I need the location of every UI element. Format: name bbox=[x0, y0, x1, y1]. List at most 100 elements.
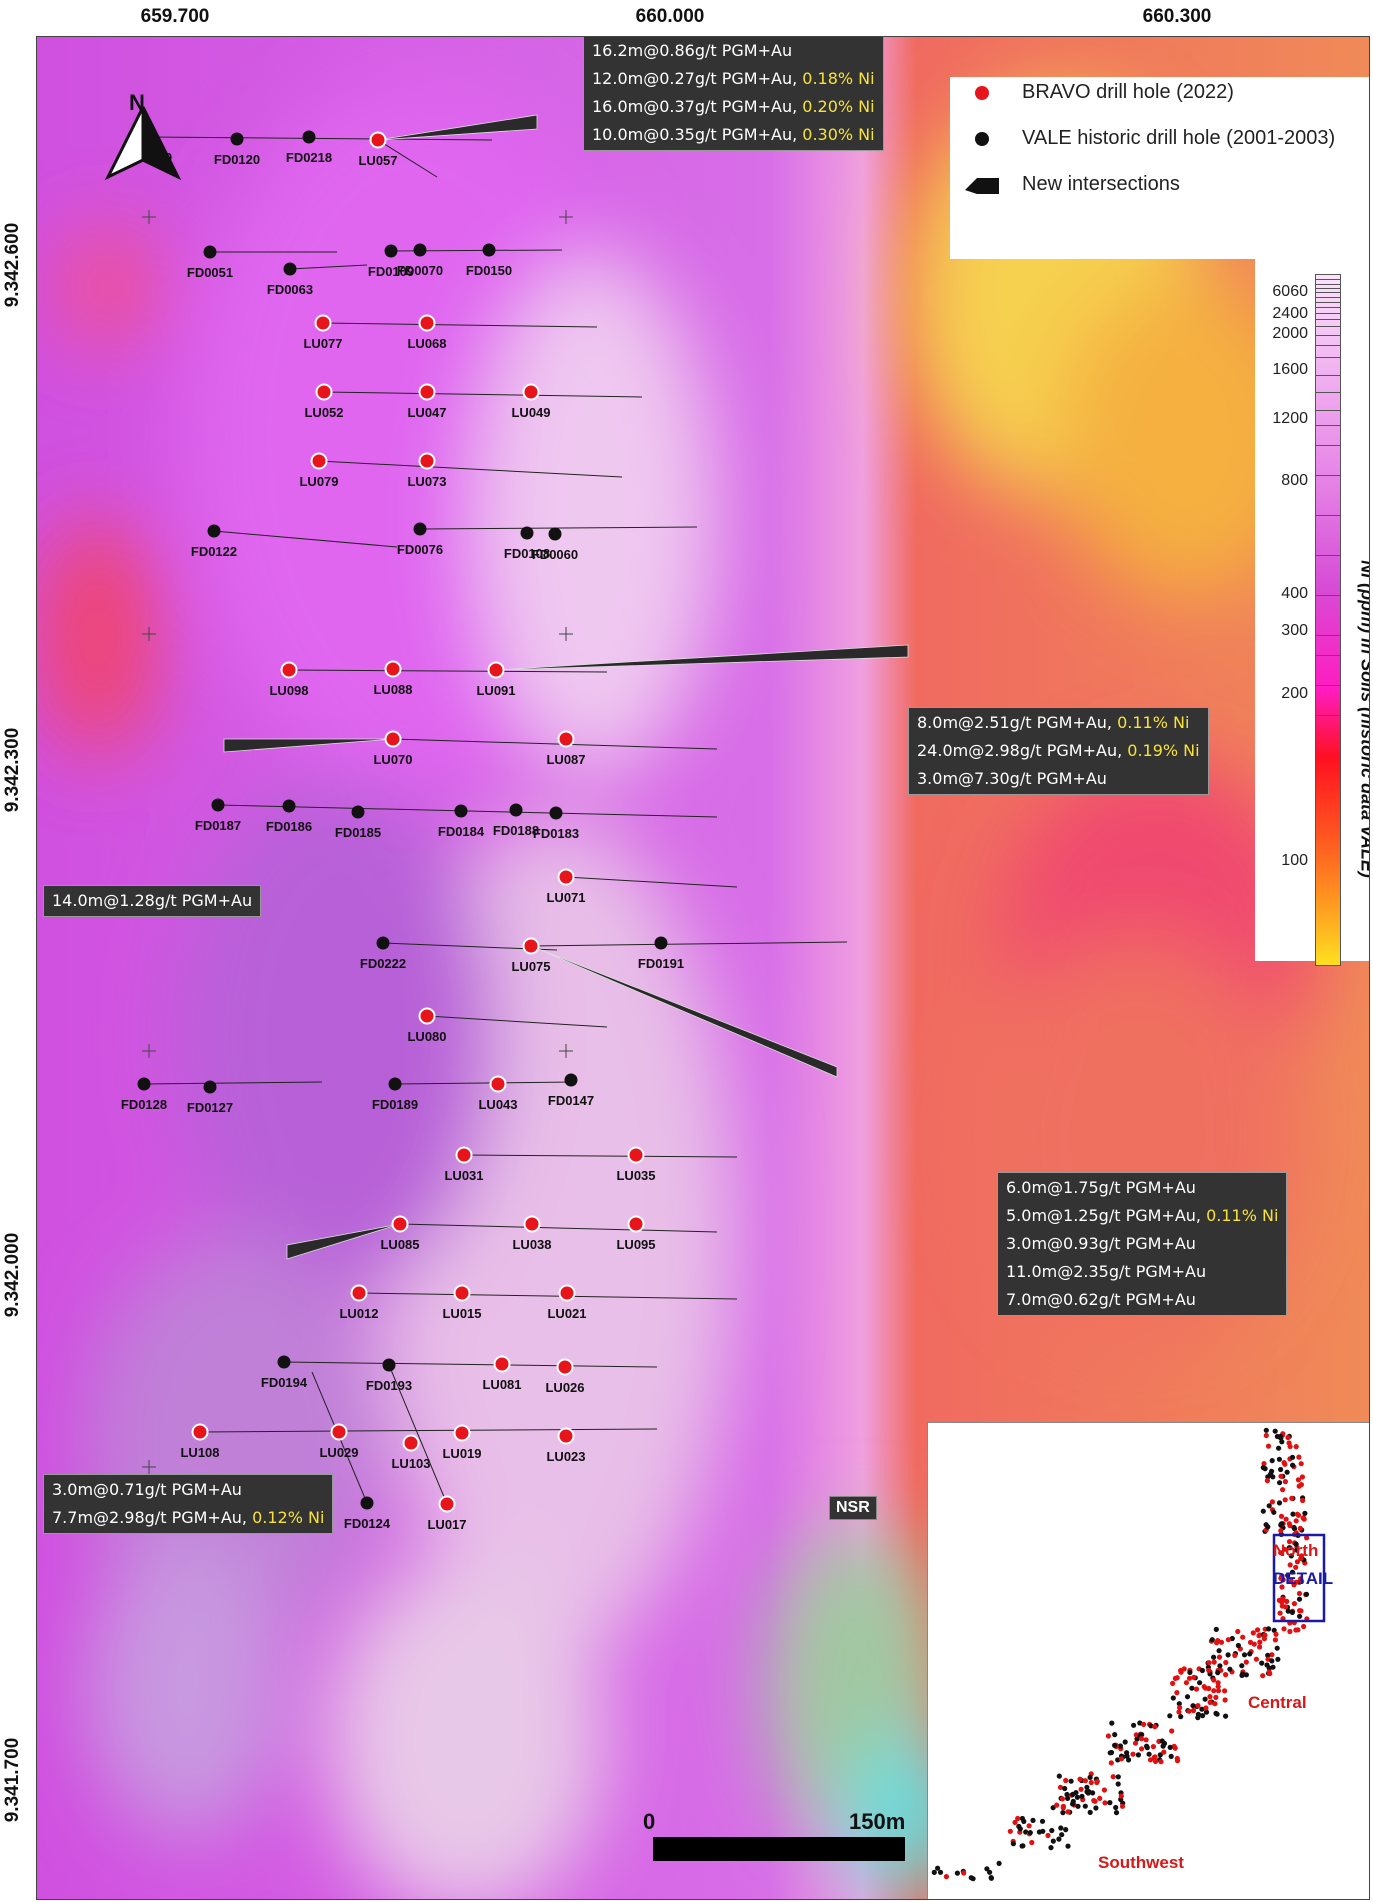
inset-hole-dot bbox=[1105, 1733, 1111, 1739]
drill-trace bbox=[143, 1081, 323, 1085]
inset-hole-dot bbox=[1214, 1711, 1220, 1717]
red-dot-icon bbox=[522, 937, 540, 955]
inset-hole-dot bbox=[1263, 1432, 1269, 1439]
color-scale-tick-label: 1200 bbox=[1272, 410, 1308, 427]
drill-trace bbox=[392, 738, 718, 750]
inset-hole-dot bbox=[1177, 1705, 1183, 1711]
inset-hole-dot bbox=[1227, 1666, 1233, 1672]
inset-hole-dot bbox=[1074, 1794, 1080, 1800]
scale-bar bbox=[653, 1837, 905, 1861]
red-dot-icon bbox=[557, 868, 575, 886]
inset-hole-dot bbox=[1159, 1738, 1165, 1744]
inset-hole-dot bbox=[1087, 1809, 1093, 1815]
drill-hole-label: FD0120 bbox=[214, 152, 260, 167]
inset-hole-dot bbox=[1117, 1743, 1123, 1749]
drill-hole-label: FD0122 bbox=[191, 544, 237, 559]
red-dot-icon bbox=[402, 1434, 420, 1452]
red-dot-icon bbox=[523, 1215, 541, 1233]
drill-trace bbox=[148, 136, 493, 141]
drill-hole-bravo: LU047 bbox=[407, 383, 447, 420]
drill-hole-vale: FD0120 bbox=[214, 132, 260, 167]
drill-hole-label: LU079 bbox=[299, 474, 338, 489]
inset-hole-dot bbox=[1148, 1723, 1154, 1729]
inset-hole-dot bbox=[1277, 1610, 1283, 1616]
drill-hole-vale: FD0124 bbox=[344, 1496, 391, 1531]
inset-hole-dot bbox=[1190, 1703, 1196, 1709]
inset-hole-dot bbox=[1263, 1427, 1269, 1433]
inset-hole-dot bbox=[1174, 1690, 1180, 1696]
inset-hole-dot bbox=[1167, 1744, 1173, 1750]
color-scale-tick bbox=[1316, 288, 1340, 289]
red-dot-icon bbox=[453, 1284, 471, 1302]
inset-hole-dot bbox=[1276, 1500, 1283, 1506]
red-dot-icon bbox=[418, 1007, 436, 1025]
inset-hole-dot bbox=[1290, 1462, 1296, 1468]
inset-hole-dot bbox=[1281, 1460, 1287, 1466]
inset-hole-dot bbox=[1113, 1804, 1119, 1811]
color-scale-tick bbox=[1316, 292, 1340, 293]
inset-hole-dot bbox=[1101, 1787, 1107, 1793]
drill-trace bbox=[358, 1292, 738, 1300]
inset-hole-dot bbox=[1077, 1776, 1083, 1782]
drill-hole-label: FD0060 bbox=[532, 547, 578, 562]
drill-hole-label: FD0147 bbox=[548, 1093, 594, 1108]
inset-hole-dot bbox=[1240, 1634, 1246, 1640]
inset-hole-dot bbox=[1082, 1803, 1088, 1809]
drill-hole-vale: FD0128 bbox=[121, 1077, 167, 1112]
drill-hole-vale: FD0108 bbox=[504, 526, 550, 561]
inset-hole-dot bbox=[1068, 1778, 1074, 1784]
inset-hole-dot bbox=[1232, 1652, 1238, 1658]
intersection-text: 6.0m@1.75g/t PGM+Au bbox=[1006, 1178, 1196, 1197]
intersection-line: 16.2m@0.86g/t PGM+Au bbox=[592, 37, 875, 65]
drill-hole-vale: FD0186 bbox=[266, 799, 312, 834]
drill-hole-label: LU017 bbox=[427, 1517, 466, 1532]
inset-hole-dot bbox=[1255, 1627, 1261, 1633]
drill-trace bbox=[318, 460, 623, 478]
inset-hole-dot bbox=[1235, 1642, 1241, 1649]
inset-hole-dot bbox=[1178, 1667, 1184, 1674]
inset-hole-dot bbox=[1235, 1628, 1241, 1635]
inset-hole-dot bbox=[1215, 1688, 1222, 1694]
drill-hole-label: FD0127 bbox=[187, 1100, 233, 1115]
ni-grade: 0.19% Ni bbox=[1127, 741, 1200, 760]
drill-hole-label: LU012 bbox=[339, 1306, 378, 1321]
drill-hole-label: LU019 bbox=[442, 1446, 481, 1461]
drill-hole-label: LU038 bbox=[512, 1237, 551, 1252]
color-scale-tick-label: 2400 bbox=[1272, 305, 1308, 322]
intersection-line: 7.7m@2.98g/t PGM+Au, 0.12% Ni bbox=[52, 1504, 324, 1532]
inset-hole-dot bbox=[1094, 1778, 1100, 1784]
inset-hole-dot bbox=[1262, 1632, 1268, 1638]
drill-hole-label: LU031 bbox=[444, 1168, 483, 1183]
inset-hole-dot bbox=[1186, 1675, 1193, 1681]
inset-hole-dot bbox=[1293, 1444, 1299, 1450]
color-scale-tick bbox=[1316, 313, 1340, 314]
drill-hole-label: FD0070 bbox=[397, 263, 443, 278]
legend-item-vale: VALE historic drill hole (2001-2003) bbox=[962, 127, 1335, 150]
inset-hole-dot bbox=[1119, 1803, 1126, 1809]
drill-hole-label: LU077 bbox=[303, 336, 342, 351]
inset-hole-dot bbox=[1209, 1637, 1215, 1643]
inset-hole-dot bbox=[1110, 1774, 1116, 1780]
drill-hole-label: LU029 bbox=[319, 1445, 358, 1460]
inset-hole-dot bbox=[1295, 1477, 1301, 1483]
black-dot-icon bbox=[211, 798, 225, 812]
drill-hole-vale: FD0191 bbox=[638, 936, 684, 971]
drill-hole-vale: FD0194 bbox=[261, 1355, 308, 1390]
inset-hole-dot bbox=[1189, 1685, 1195, 1691]
inset-hole-dot bbox=[1152, 1754, 1158, 1760]
inset-hole-dot bbox=[937, 1869, 944, 1875]
inset-hole-dot bbox=[1298, 1482, 1304, 1488]
inset-hole-dot bbox=[1243, 1659, 1249, 1665]
inset-hole-dot bbox=[1285, 1608, 1291, 1614]
y-coord-label: 9.342.600 bbox=[2, 222, 23, 308]
inset-hole-dot bbox=[1115, 1781, 1121, 1787]
drill-hole-label: LU070 bbox=[373, 752, 412, 767]
color-scale-tick bbox=[1316, 655, 1340, 656]
inset-hole-dot bbox=[1157, 1752, 1163, 1758]
inset-hole-dot bbox=[1287, 1562, 1293, 1568]
inset-hole-dot bbox=[1278, 1466, 1284, 1473]
inset-hole-dot bbox=[1147, 1757, 1154, 1763]
black-dot-icon bbox=[376, 936, 390, 950]
drill-hole-bravo: LU108 bbox=[180, 1423, 220, 1460]
inset-hole-dot bbox=[1286, 1545, 1292, 1551]
